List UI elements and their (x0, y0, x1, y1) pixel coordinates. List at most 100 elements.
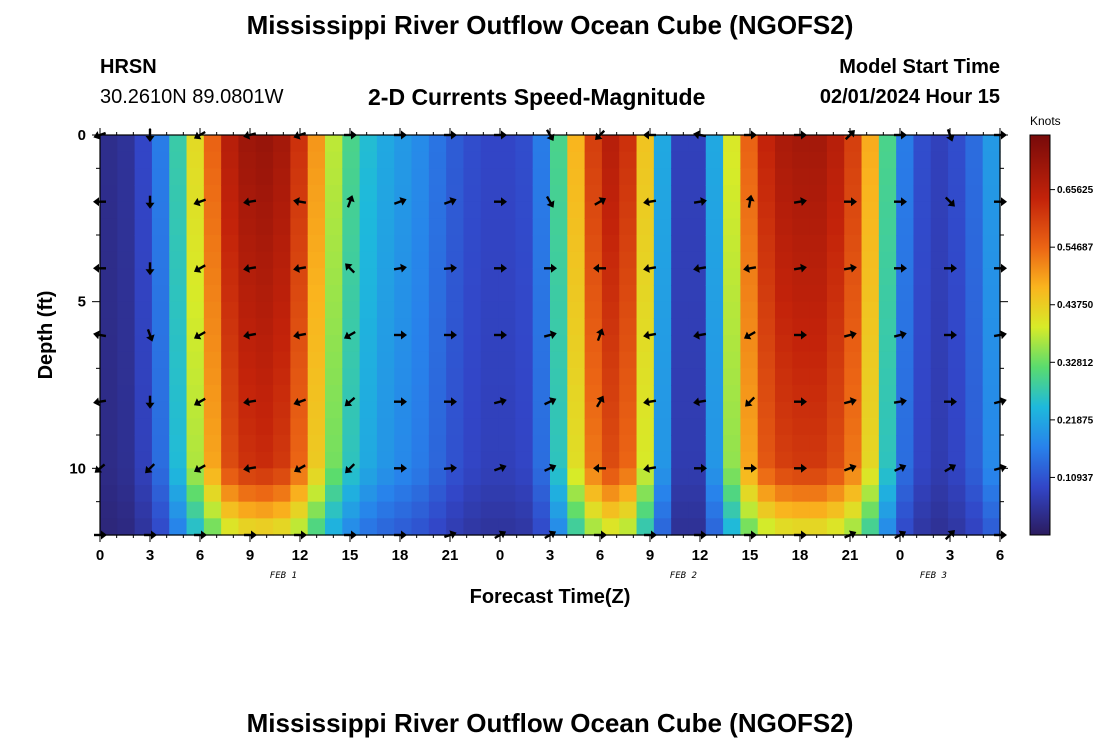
vector-head (947, 530, 955, 538)
heatmap-cell (117, 151, 136, 169)
heatmap-cell (705, 268, 724, 286)
heatmap-cell (100, 135, 118, 153)
heatmap-cell (394, 368, 413, 386)
heatmap-cell (550, 185, 568, 203)
heatmap-cell (896, 418, 915, 436)
heatmap-cell (826, 268, 845, 286)
heatmap-cell (428, 151, 447, 169)
heatmap-cell (688, 135, 707, 153)
heatmap-cell (930, 385, 949, 403)
heatmap-cell (930, 435, 949, 453)
heatmap-cell (723, 518, 741, 536)
heatmap-cell (619, 301, 638, 319)
heatmap-cell (480, 351, 499, 369)
heatmap-cell (255, 168, 274, 186)
heatmap-cell (342, 418, 361, 436)
heatmap-cell (740, 385, 759, 403)
heatmap-cell (203, 301, 222, 319)
heatmap-cell (688, 351, 707, 369)
heatmap-cell (705, 501, 724, 519)
heatmap-cell (740, 468, 759, 486)
heatmap-cell (515, 168, 534, 186)
current-vector (946, 128, 955, 142)
heatmap-cell (515, 151, 534, 169)
heatmap-cell (169, 468, 188, 486)
heatmap-cell (671, 351, 690, 369)
heatmap-cell (878, 468, 897, 486)
heatmap-cell (567, 301, 586, 319)
heatmap-cell (376, 268, 395, 286)
heatmap-cell (411, 135, 430, 153)
heatmap-cell (671, 185, 690, 203)
heatmap-cell (775, 218, 793, 236)
heatmap-cell (550, 351, 568, 369)
heatmap-cell (550, 501, 568, 519)
heatmap-cell (411, 185, 430, 203)
heatmap-cell (532, 285, 551, 303)
current-vector (243, 464, 257, 473)
heatmap-cell (965, 218, 984, 236)
heatmap-cell (861, 485, 880, 503)
heatmap-cell (757, 301, 776, 319)
vector-head (800, 263, 807, 273)
vector-head (145, 465, 153, 474)
heatmap-cell (117, 201, 136, 219)
heatmap-cell (878, 268, 897, 286)
heatmap-cell (376, 151, 395, 169)
heatmap-cell (550, 168, 568, 186)
heatmap-cell (861, 401, 880, 419)
heatmap-cell (238, 151, 257, 169)
heatmap-cell (342, 335, 361, 353)
heatmap-cell (861, 418, 880, 436)
heatmap-cell (446, 268, 465, 286)
heatmap-cell (394, 185, 413, 203)
heatmap-cell (186, 418, 205, 436)
vector-head (193, 331, 202, 340)
vector-head (400, 263, 407, 273)
vector-head (693, 264, 700, 273)
heatmap-cell (498, 501, 516, 519)
heatmap-cell (221, 335, 240, 353)
heatmap-cell (169, 235, 188, 253)
heatmap-cell (740, 335, 759, 353)
heatmap-cell (792, 368, 811, 386)
heatmap-cell (411, 285, 430, 303)
heatmap-cell (428, 251, 447, 269)
current-vector (643, 264, 657, 273)
heatmap-cell (792, 451, 811, 469)
heatmap-cell (342, 468, 361, 486)
heatmap-cell (446, 301, 465, 319)
heatmap-cell (238, 235, 257, 253)
heatmap-cell (930, 135, 949, 153)
heatmap-cell (809, 335, 828, 353)
vector-head (549, 330, 557, 340)
heatmap-cell (325, 485, 343, 503)
heatmap-cell (653, 318, 672, 336)
heatmap-cell (446, 251, 465, 269)
heatmap-cell (394, 468, 413, 486)
heatmap-cell (913, 318, 932, 336)
heatmap-cell (619, 285, 638, 303)
heatmap-cell (671, 251, 690, 269)
heatmap-cell (948, 268, 966, 286)
heatmap-cell (550, 218, 568, 236)
heatmap-cell (117, 168, 136, 186)
heatmap-cell (359, 501, 378, 519)
heatmap-cell (723, 235, 741, 253)
heatmap-cell (342, 401, 361, 419)
heatmap-cell (636, 218, 655, 236)
heatmap-cell (532, 185, 551, 203)
heatmap-cell (965, 135, 984, 153)
heatmap-cell (601, 385, 620, 403)
colorbar: Knots 0.65625 0.54687 0.43750 0.32812 0.2187… (1029, 114, 1094, 536)
y-axis-title: Depth (ft) (35, 291, 57, 380)
heatmap-cell (653, 135, 672, 153)
heatmap-cell (532, 501, 551, 519)
heatmap-cell (601, 151, 620, 169)
colorbar-scale (1029, 134, 1051, 536)
heatmap-cell (446, 501, 465, 519)
heatmap-cell (290, 501, 309, 519)
heatmap-cell (221, 268, 240, 286)
heatmap-cell (948, 168, 966, 186)
heatmap-cell (359, 285, 378, 303)
